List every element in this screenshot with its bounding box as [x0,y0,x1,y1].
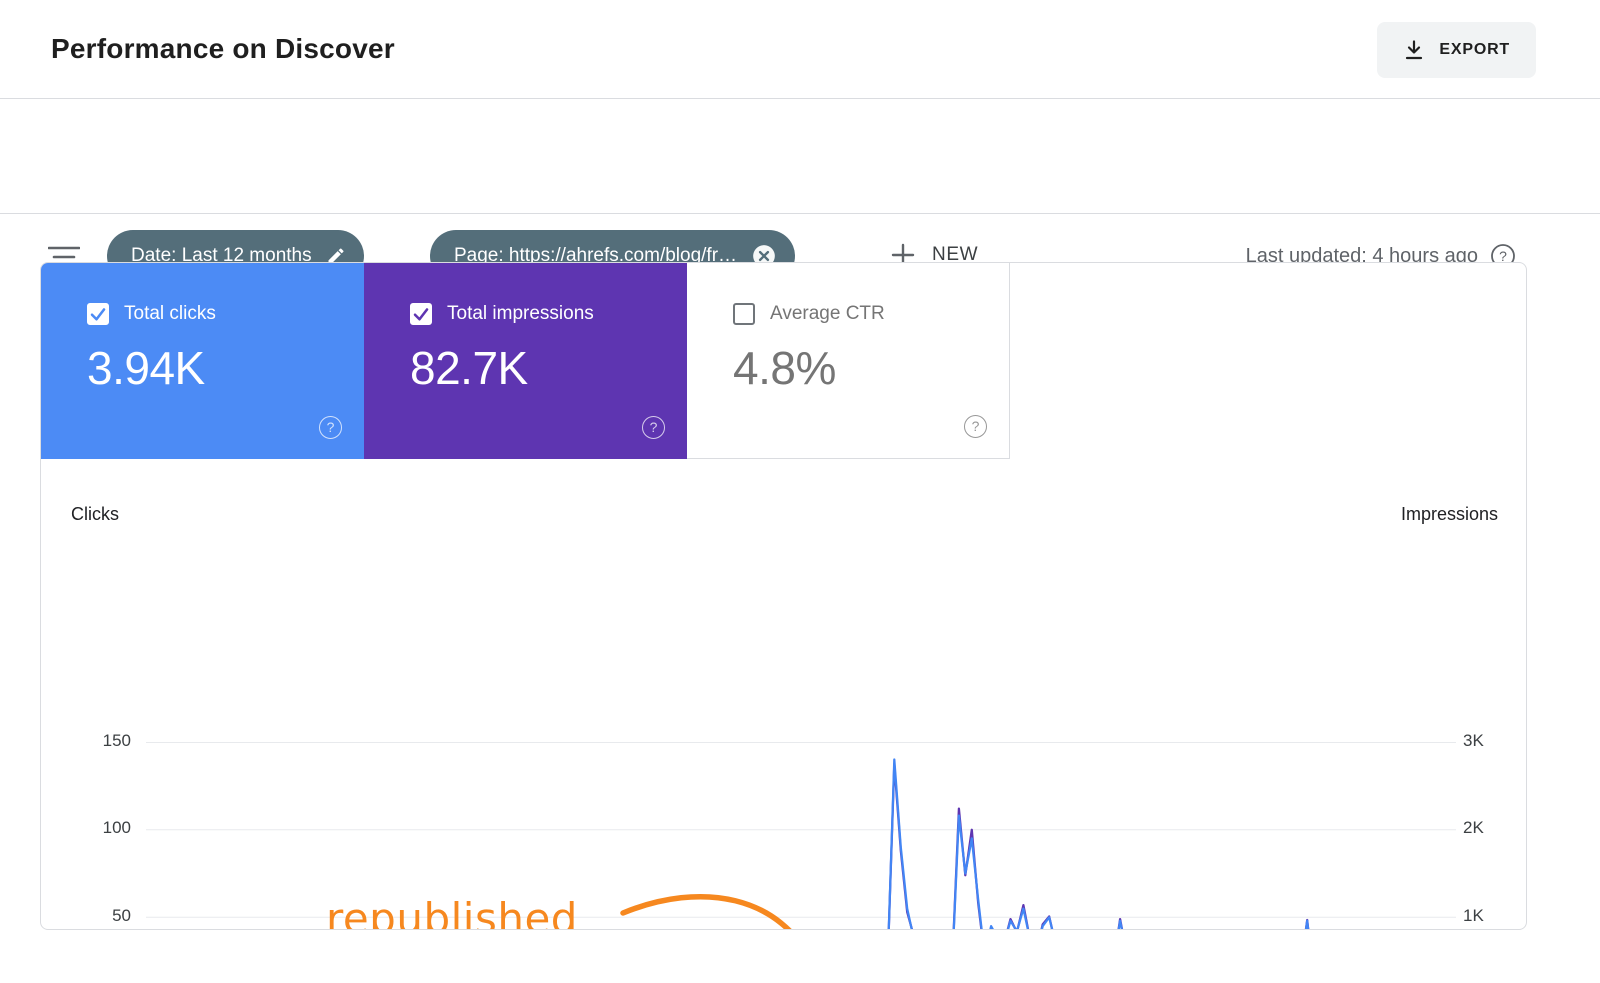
last-updated-text: Last updated: 4 hours ago [1245,244,1478,267]
header: Performance on Discover EXPORT [0,0,1600,99]
total-clicks-label: Total clicks [124,303,216,324]
total-clicks-value: 3.94K [87,342,205,394]
help-icon[interactable] [642,416,665,439]
svg-text:?: ? [1499,248,1507,264]
export-label: EXPORT [1439,41,1510,58]
page-filter-label: Page: https://ahrefs.com/blog/fr… [454,245,738,266]
average-ctr-value: 4.8% [733,342,836,394]
report-card: Total clicks 3.94K Total impressions 82.… [40,262,1527,930]
total-clicks-tile[interactable]: Total clicks 3.94K [41,263,364,459]
republished-annotation: republished [326,894,578,930]
y-tick-left: 50 [112,906,131,925]
export-button[interactable]: EXPORT [1377,22,1536,78]
metric-tiles: Total clicks 3.94K Total impressions 82.… [41,263,1526,459]
average-ctr-tile[interactable]: Average CTR 4.8% [687,263,1010,459]
total-impressions-tile[interactable]: Total impressions 82.7K [364,263,687,459]
total-clicks-checkbox[interactable] [87,303,109,325]
page-title: Performance on Discover [51,33,395,64]
total-impressions-value: 82.7K [410,342,528,394]
download-icon [1406,40,1423,60]
new-filter-label: NEW [932,244,979,265]
new-filter-button[interactable]: NEW [890,242,978,268]
right-axis-title: Impressions [1400,504,1498,524]
y-tick-left: 100 [102,818,131,837]
y-tick-right: 1K [1463,906,1484,925]
edit-pencil-icon[interactable] [326,246,346,266]
total-impressions-checkbox[interactable] [410,303,432,325]
average-ctr-checkbox[interactable] [733,303,755,325]
y-tick-left: 150 [102,731,131,750]
chart-plot-area[interactable] [146,742,1456,930]
average-ctr-label: Average CTR [770,303,885,324]
date-filter-label: Date: Last 12 months [131,245,312,266]
performance-chart: Clicks Impressions 150 100 50 0 3K 2K 1K… [41,459,1526,929]
y-tick-right: 3K [1463,731,1484,750]
remove-filter-icon[interactable] [751,243,777,269]
help-icon[interactable] [964,415,987,438]
left-axis-title: Clicks [71,504,119,524]
filter-bar: Date: Last 12 months Page: https://ahref… [0,99,1600,282]
plus-icon [891,243,915,267]
help-icon[interactable] [319,416,342,439]
y-tick-right: 2K [1463,818,1484,837]
total-impressions-label: Total impressions [447,303,594,324]
annotation-arrow-icon [620,894,792,929]
